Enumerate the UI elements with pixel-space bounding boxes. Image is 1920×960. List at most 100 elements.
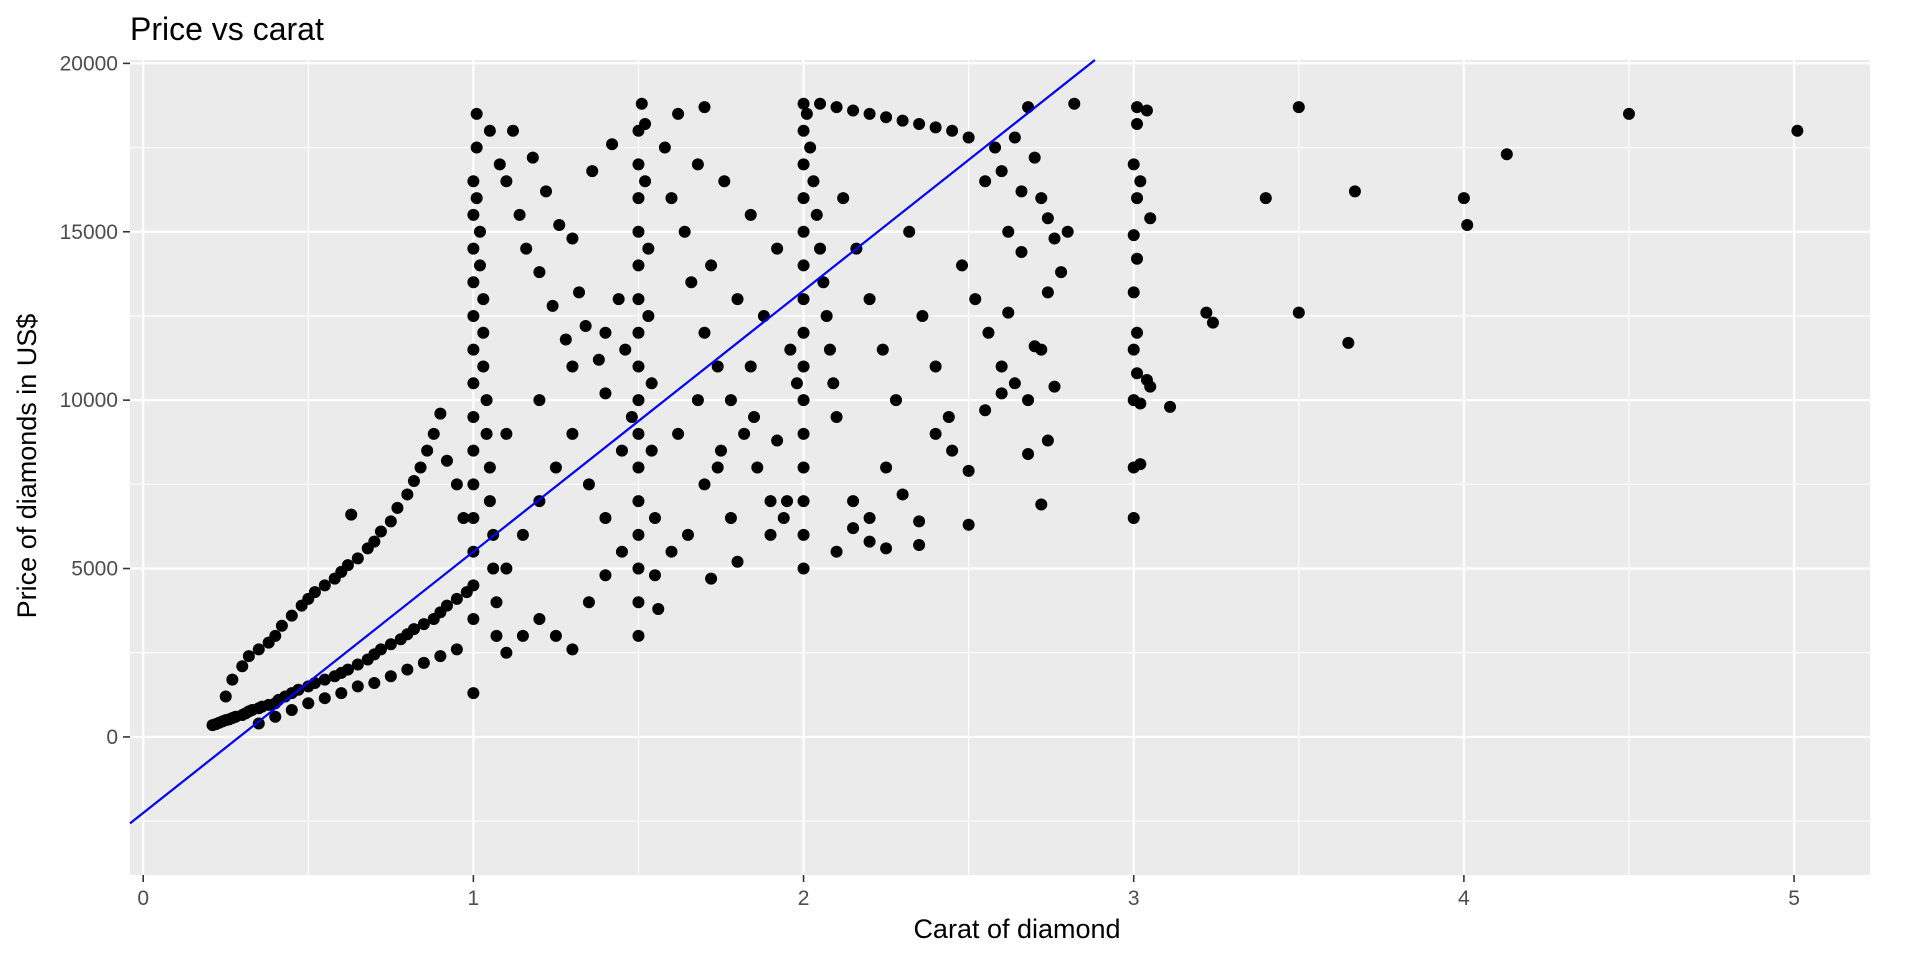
data-point (672, 107, 685, 120)
data-point (599, 326, 612, 339)
data-point (374, 643, 387, 656)
data-point (1127, 286, 1140, 299)
y-tick-label: 5000 (71, 558, 118, 581)
data-point (615, 545, 628, 558)
data-point (863, 107, 876, 120)
x-axis-title: Carat of diamond (913, 914, 1120, 944)
data-point (764, 495, 777, 508)
data-point (467, 687, 480, 700)
data-point (1457, 192, 1470, 205)
data-point (645, 377, 658, 390)
data-point (1055, 266, 1068, 279)
data-point (1131, 117, 1144, 130)
data-point (1022, 394, 1035, 407)
data-point (1035, 192, 1048, 205)
data-point (797, 461, 810, 474)
data-point (800, 107, 813, 120)
data-point (434, 650, 447, 663)
data-point (533, 613, 546, 626)
data-point (417, 656, 430, 669)
data-point (500, 427, 513, 440)
data-point (797, 562, 810, 575)
data-point (784, 343, 797, 356)
data-point (797, 326, 810, 339)
data-point (582, 596, 595, 609)
data-point (748, 410, 761, 423)
data-point (718, 175, 731, 188)
data-point (269, 710, 282, 723)
data-point (751, 461, 764, 474)
data-point (1342, 336, 1355, 349)
data-point (599, 569, 612, 582)
data-point (467, 377, 480, 390)
data-point (285, 609, 298, 622)
data-point (450, 478, 463, 491)
data-point (467, 410, 480, 423)
data-point (814, 242, 827, 255)
data-point (711, 461, 724, 474)
data-point (470, 141, 483, 154)
data-point (341, 663, 354, 676)
data-point (1022, 101, 1035, 114)
data-point (345, 508, 358, 521)
data-point (632, 326, 645, 339)
data-point (467, 242, 480, 255)
data-point (374, 525, 387, 538)
y-tick-label: 15000 (60, 221, 118, 244)
data-point (483, 461, 496, 474)
data-point (586, 165, 599, 178)
data-point (533, 394, 546, 407)
data-point (744, 208, 757, 221)
data-point (467, 276, 480, 289)
data-point (467, 512, 480, 525)
data-point (1028, 340, 1041, 353)
y-axis: 0 5000 10000 15000 20000 (60, 52, 130, 749)
data-point (506, 124, 519, 137)
data-point (1008, 377, 1021, 390)
data-point (691, 158, 704, 171)
x-tick-label: 0 (137, 887, 149, 910)
data-point (929, 427, 942, 440)
data-point (863, 535, 876, 548)
data-point (632, 225, 645, 238)
plot-panel (130, 60, 1870, 875)
data-point (1200, 306, 1213, 319)
data-point (665, 192, 678, 205)
data-point (837, 192, 850, 205)
data-point (351, 680, 364, 693)
data-point (847, 495, 860, 508)
data-point (1500, 148, 1513, 161)
data-point (969, 293, 982, 306)
x-tick-label: 3 (1128, 887, 1140, 910)
data-point (549, 629, 562, 642)
chart-title: Price vs carat (130, 11, 324, 47)
data-point (889, 394, 902, 407)
data-point (642, 309, 655, 322)
data-point (467, 444, 480, 457)
data-point (414, 461, 427, 474)
data-point (797, 259, 810, 272)
data-point (427, 427, 440, 440)
data-point (599, 512, 612, 525)
data-point (1461, 219, 1474, 232)
data-point (672, 427, 685, 440)
data-point (480, 394, 493, 407)
data-point (308, 586, 321, 599)
data-point (302, 697, 315, 710)
data-point (705, 572, 718, 585)
data-point (467, 478, 480, 491)
data-point (368, 677, 381, 690)
data-point (579, 320, 592, 333)
regression-line (129, 59, 1096, 825)
data-point (391, 501, 404, 514)
data-point (777, 512, 790, 525)
data-point (487, 562, 500, 575)
data-point (797, 528, 810, 541)
data-point (440, 599, 453, 612)
data-point (384, 515, 397, 528)
data-point (962, 131, 975, 144)
data-point (368, 535, 381, 548)
data-point (995, 387, 1008, 400)
data-point (698, 478, 711, 491)
data-point (797, 427, 810, 440)
